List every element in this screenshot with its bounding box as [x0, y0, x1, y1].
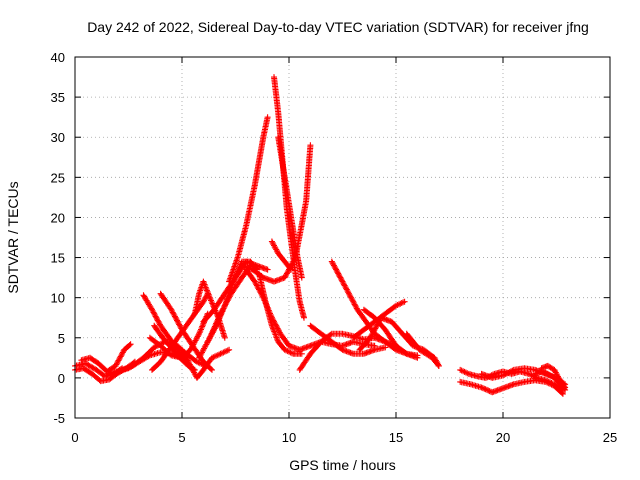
y-tick-label: 0 [58, 371, 65, 386]
series-arc-15 [200, 258, 271, 325]
data-point-markers [350, 298, 408, 341]
data-point-markers [200, 258, 271, 325]
series-arc-21 [275, 134, 305, 281]
series-arc-19 [256, 270, 305, 357]
data-point-markers [275, 134, 305, 281]
series-arc-24 [307, 322, 389, 357]
y-tick-label: 15 [51, 251, 65, 266]
series-arc-08 [149, 290, 211, 373]
data-point-markers [403, 330, 442, 369]
data-point-markers [307, 322, 389, 357]
data-point-markers [268, 238, 295, 273]
series-arc-34 [538, 362, 569, 391]
grid [75, 57, 610, 418]
series-arc-31 [457, 377, 566, 397]
x-tick-label: 15 [389, 430, 403, 445]
y-tick-label: 20 [51, 210, 65, 225]
chart-title: Day 242 of 2022, Sidereal Day-to-day VTE… [87, 19, 589, 35]
data-point-markers [179, 346, 233, 381]
y-tick-label: -5 [53, 411, 65, 426]
plot-frame [74, 56, 611, 419]
y-tick-label: 30 [51, 130, 65, 145]
y-tick-label: 5 [58, 331, 65, 346]
data-point-markers [256, 270, 305, 357]
y-tick-label: 10 [51, 291, 65, 306]
x-tick-label: 5 [178, 430, 185, 445]
data-point-markers [78, 341, 134, 375]
axes: 0 5 10 15 20 25 -5 0 5 10 15 20 25 30 35 40 [51, 50, 618, 445]
series-arc-16 [226, 114, 271, 285]
x-tick-label: 0 [71, 430, 78, 445]
data-point-markers [538, 362, 569, 391]
series-arc-03 [78, 341, 134, 375]
series-arc-22 [268, 238, 295, 273]
y-axis-label: SDTVAR / TECUs [5, 181, 21, 293]
series-arc-29 [403, 330, 442, 369]
x-tick-label: 10 [282, 430, 296, 445]
y-tick-label: 35 [51, 90, 65, 105]
data-point-markers [226, 114, 271, 285]
data-point-markers [149, 290, 211, 373]
data-marks [72, 74, 569, 397]
x-tick-label: 25 [603, 430, 617, 445]
data-point-markers [457, 377, 566, 397]
x-axis-label: GPS time / hours [289, 457, 396, 473]
series-arc-28 [350, 298, 408, 341]
y-tick-label: 40 [51, 50, 65, 65]
x-tick-label: 20 [496, 430, 510, 445]
y-tick-label: 25 [51, 170, 65, 185]
series-arc-11 [179, 346, 233, 381]
